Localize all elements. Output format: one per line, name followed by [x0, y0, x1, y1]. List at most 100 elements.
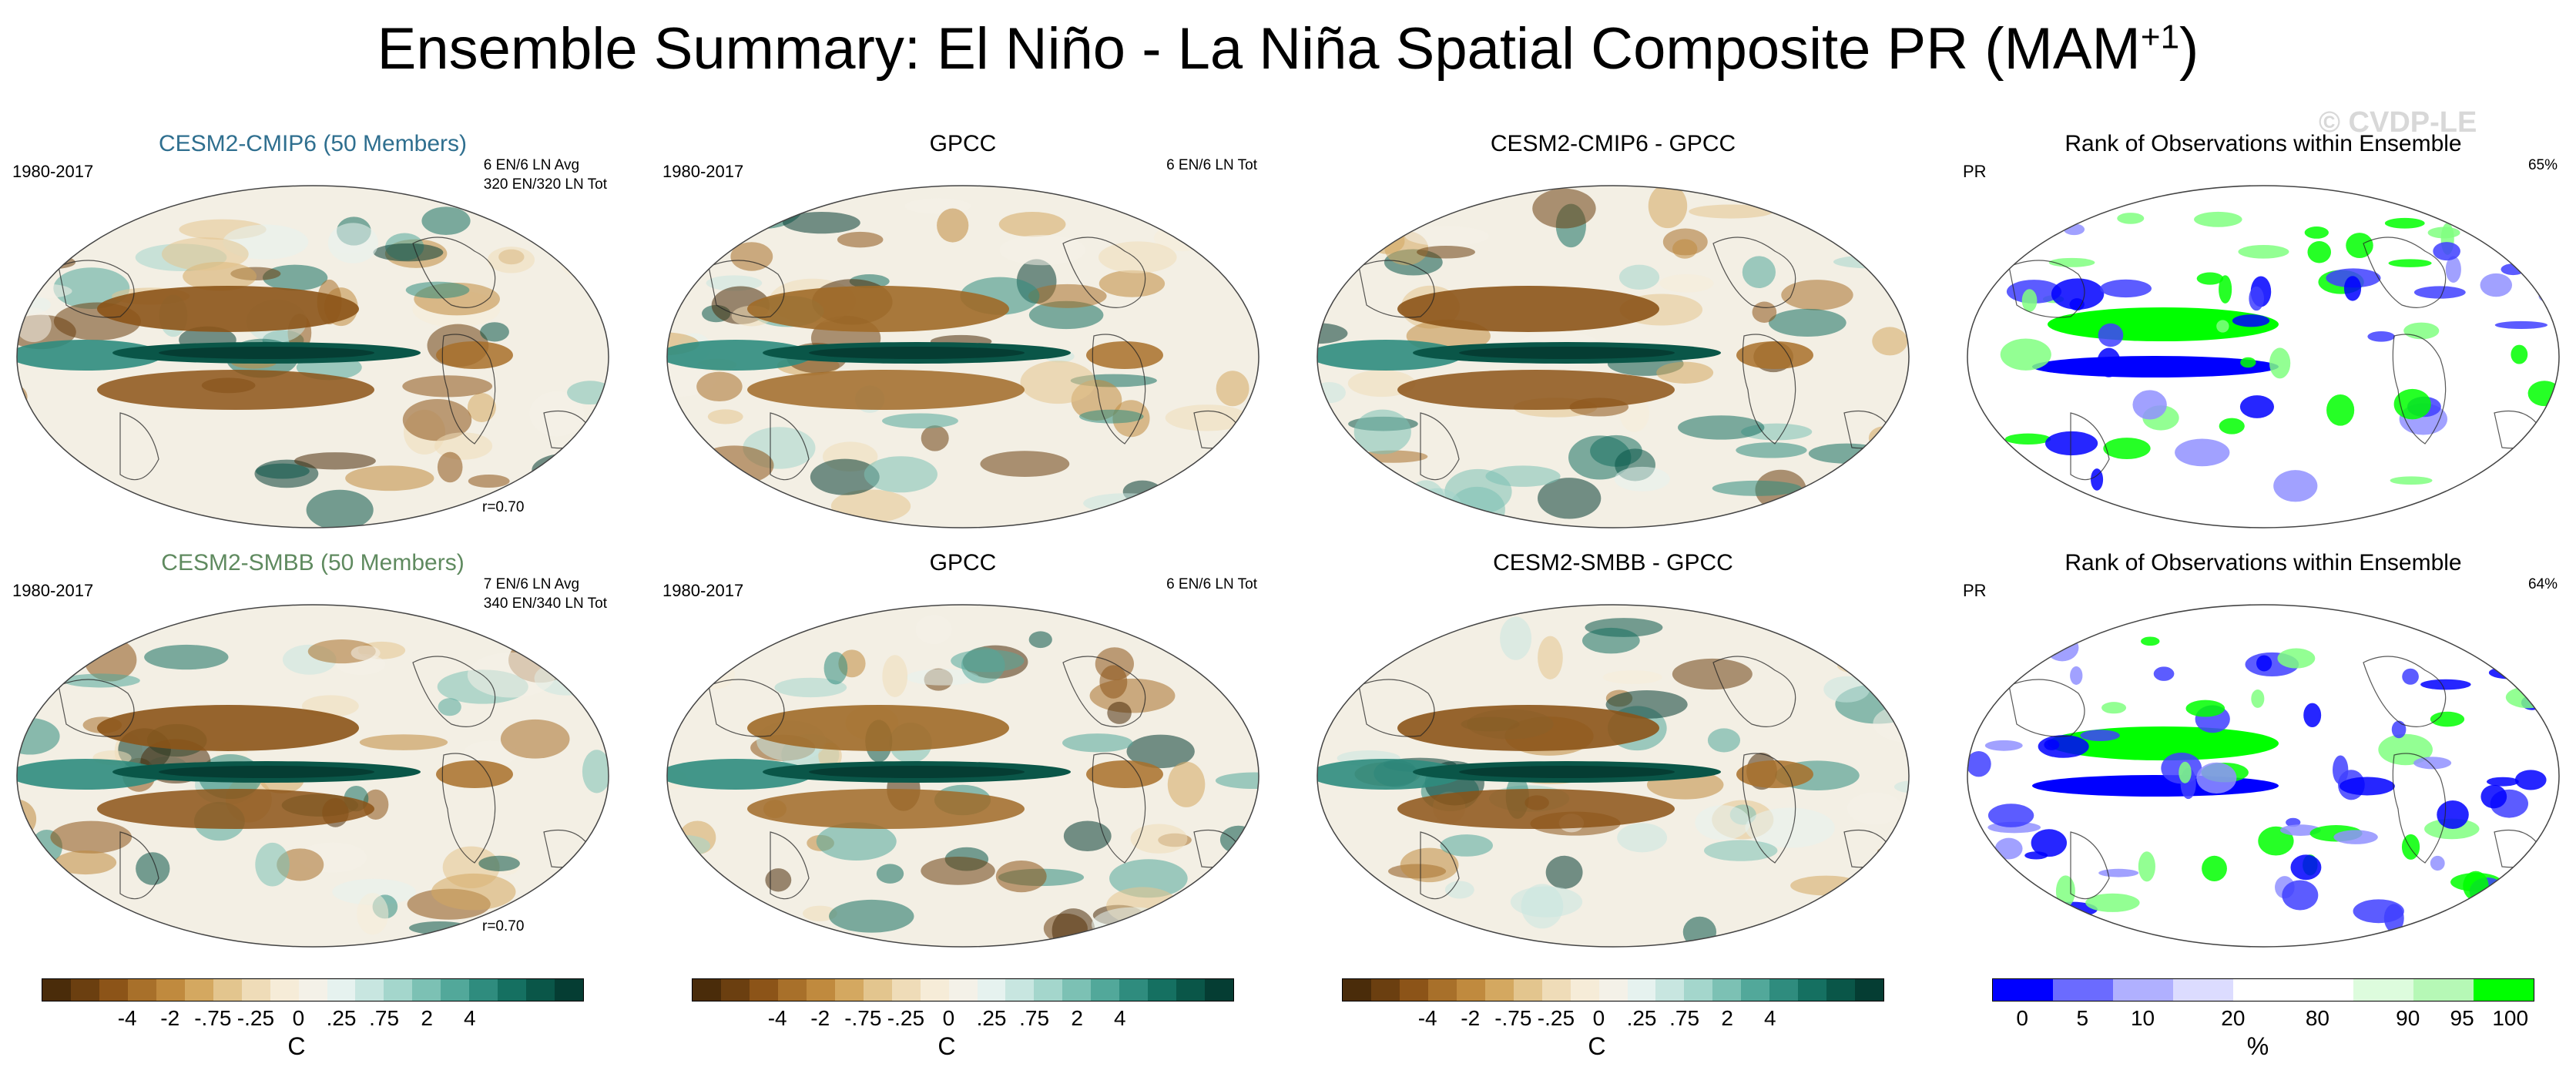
coastline	[770, 831, 810, 900]
map-field	[1317, 605, 1909, 947]
colorbar-unit: C	[287, 1032, 306, 1060]
colorbar-tick-label: .25	[326, 1006, 357, 1030]
colorbar-diff: -4 -2 -.75 -.25 0 .25 .75 2 4 C	[1342, 978, 1884, 1063]
coastline	[1358, 679, 1435, 737]
coastline	[708, 679, 785, 737]
panel-title: CESM2-CMIP6 - GPCC	[1490, 131, 1736, 156]
coastline	[1420, 831, 1460, 900]
panel-rank-smbb: Rank of Observations within Ensemble PR …	[1963, 550, 2564, 951]
colorbar-swatch	[1513, 979, 1542, 1001]
coastline	[2392, 334, 2447, 445]
panel-gpcc: GPCC 1980-2017 6 EN/6 LN Tot	[662, 131, 1263, 532]
colorbar-swatch	[241, 979, 270, 1001]
map-field	[1967, 605, 2559, 947]
colorbar-swatch	[42, 979, 71, 1001]
panel-percent: 65%	[2527, 157, 2558, 173]
colorbar-swatch	[498, 979, 527, 1001]
colorbar-swatch	[891, 979, 921, 1001]
colorbar-tick-label: -2	[810, 1006, 830, 1030]
colorbar-swatch	[1005, 979, 1035, 1001]
colorbar-swatch	[99, 979, 128, 1001]
colorbar-swatch	[2053, 979, 2113, 1001]
colorbar-tick-label: .75	[1669, 1006, 1700, 1030]
coastline	[441, 753, 496, 864]
colorbar-tick-label: 20	[2221, 1006, 2246, 1030]
colorbar-swatch	[526, 979, 555, 1001]
map-heatmap	[16, 185, 609, 528]
colorbar-swatches	[42, 978, 584, 1002]
colorbar-swatch	[1370, 979, 1400, 1001]
coastline	[119, 412, 159, 481]
colorbar-swatch	[1034, 979, 1063, 1001]
coastline	[1358, 260, 1435, 318]
colorbar-swatch	[2353, 979, 2413, 1001]
colorbar-swatch	[1456, 979, 1485, 1001]
colorbar-swatch	[749, 979, 778, 1001]
colorbar-swatch	[1570, 979, 1599, 1001]
colorbar-swatch	[384, 979, 413, 1001]
colorbar-tick-label: 10	[2130, 1006, 2155, 1030]
coastline	[58, 679, 135, 737]
colorbar-swatch	[1826, 979, 1856, 1001]
panel-years: 1980-2017	[12, 581, 94, 600]
coastline	[412, 237, 496, 308]
coastline	[770, 412, 810, 481]
panel-cmip6-minus-gpcc: CESM2-CMIP6 - GPCC	[1313, 131, 1914, 532]
colorbar-swatch	[184, 979, 213, 1001]
colorbar-swatch	[1176, 979, 1206, 1001]
panel-title: GPCC	[929, 131, 997, 156]
colorbar-swatches	[692, 978, 1234, 1002]
colorbar-tick-label: 2	[1721, 1006, 1733, 1030]
colorbar-swatch	[2173, 979, 2233, 1001]
map-heatmap	[1967, 185, 2560, 528]
colorbar-swatch	[834, 979, 864, 1001]
coastline	[2008, 260, 2085, 318]
map-field	[667, 605, 1259, 947]
coastline	[1062, 237, 1146, 308]
figure-title: Ensemble Summary: El Niño - La Niña Spat…	[377, 16, 2199, 82]
colorbar-swatch	[2113, 979, 2173, 1001]
colorbar-swatch	[1091, 979, 1120, 1001]
colorbar-swatch	[127, 979, 156, 1001]
colorbar-tick-label: 2	[1071, 1006, 1083, 1030]
colorbar-tick-label: -.75	[1494, 1006, 1532, 1030]
coastline	[441, 334, 496, 445]
map-heatmap	[1967, 604, 2560, 948]
panel-info: 6 EN/6 LN Tot	[1166, 157, 1257, 173]
colorbar-tick-label: -2	[160, 1006, 180, 1030]
coastline	[2070, 831, 2110, 900]
watermark: © CVDP-LE	[2319, 106, 2477, 139]
colorbar-swatch	[441, 979, 470, 1001]
colorbar-obs: -4 -2 -.75 -.25 0 .25 .75 2 4 C	[692, 978, 1234, 1063]
colorbar-tick-label: .75	[369, 1006, 400, 1030]
colorbar-swatch	[1712, 979, 1742, 1001]
panel-variable: PR	[1963, 162, 1987, 181]
colorbar-tick-label: -4	[767, 1006, 787, 1030]
panel-smbb-minus-gpcc: CESM2-SMBB - GPCC	[1313, 550, 1914, 951]
coastline	[1092, 753, 1146, 864]
colorbar-swatch	[1062, 979, 1092, 1001]
panel-title: CESM2-CMIP6 (50 Members)	[158, 131, 468, 156]
panel-rank-cmip6: Rank of Observations within Ensemble PR …	[1963, 131, 2564, 532]
coastline	[708, 260, 785, 318]
coastline	[2363, 237, 2447, 308]
colorbar-tick-label: -.75	[844, 1006, 882, 1030]
colorbar-swatch	[156, 979, 185, 1001]
coastline	[412, 656, 496, 727]
colorbar-swatch	[555, 979, 584, 1001]
colorbar-swatch	[806, 979, 835, 1001]
colorbar-swatch	[469, 979, 498, 1001]
coastline	[2070, 412, 2110, 481]
map-field	[17, 605, 609, 947]
map-field	[667, 186, 1259, 528]
colorbar-swatch	[2413, 979, 2474, 1001]
colorbar-tick-label: 95	[2450, 1006, 2474, 1030]
panel-title: CESM2-SMBB (50 Members)	[161, 550, 465, 575]
colorbar-swatch	[693, 979, 721, 1001]
coastline	[1062, 656, 1146, 727]
colorbar-tick-label: -2	[1461, 1006, 1481, 1030]
coastline	[1712, 656, 1796, 727]
colorbar-tick-label: .75	[1019, 1006, 1050, 1030]
colorbar-swatch	[2233, 979, 2293, 1001]
colorbar-swatch	[948, 979, 978, 1001]
